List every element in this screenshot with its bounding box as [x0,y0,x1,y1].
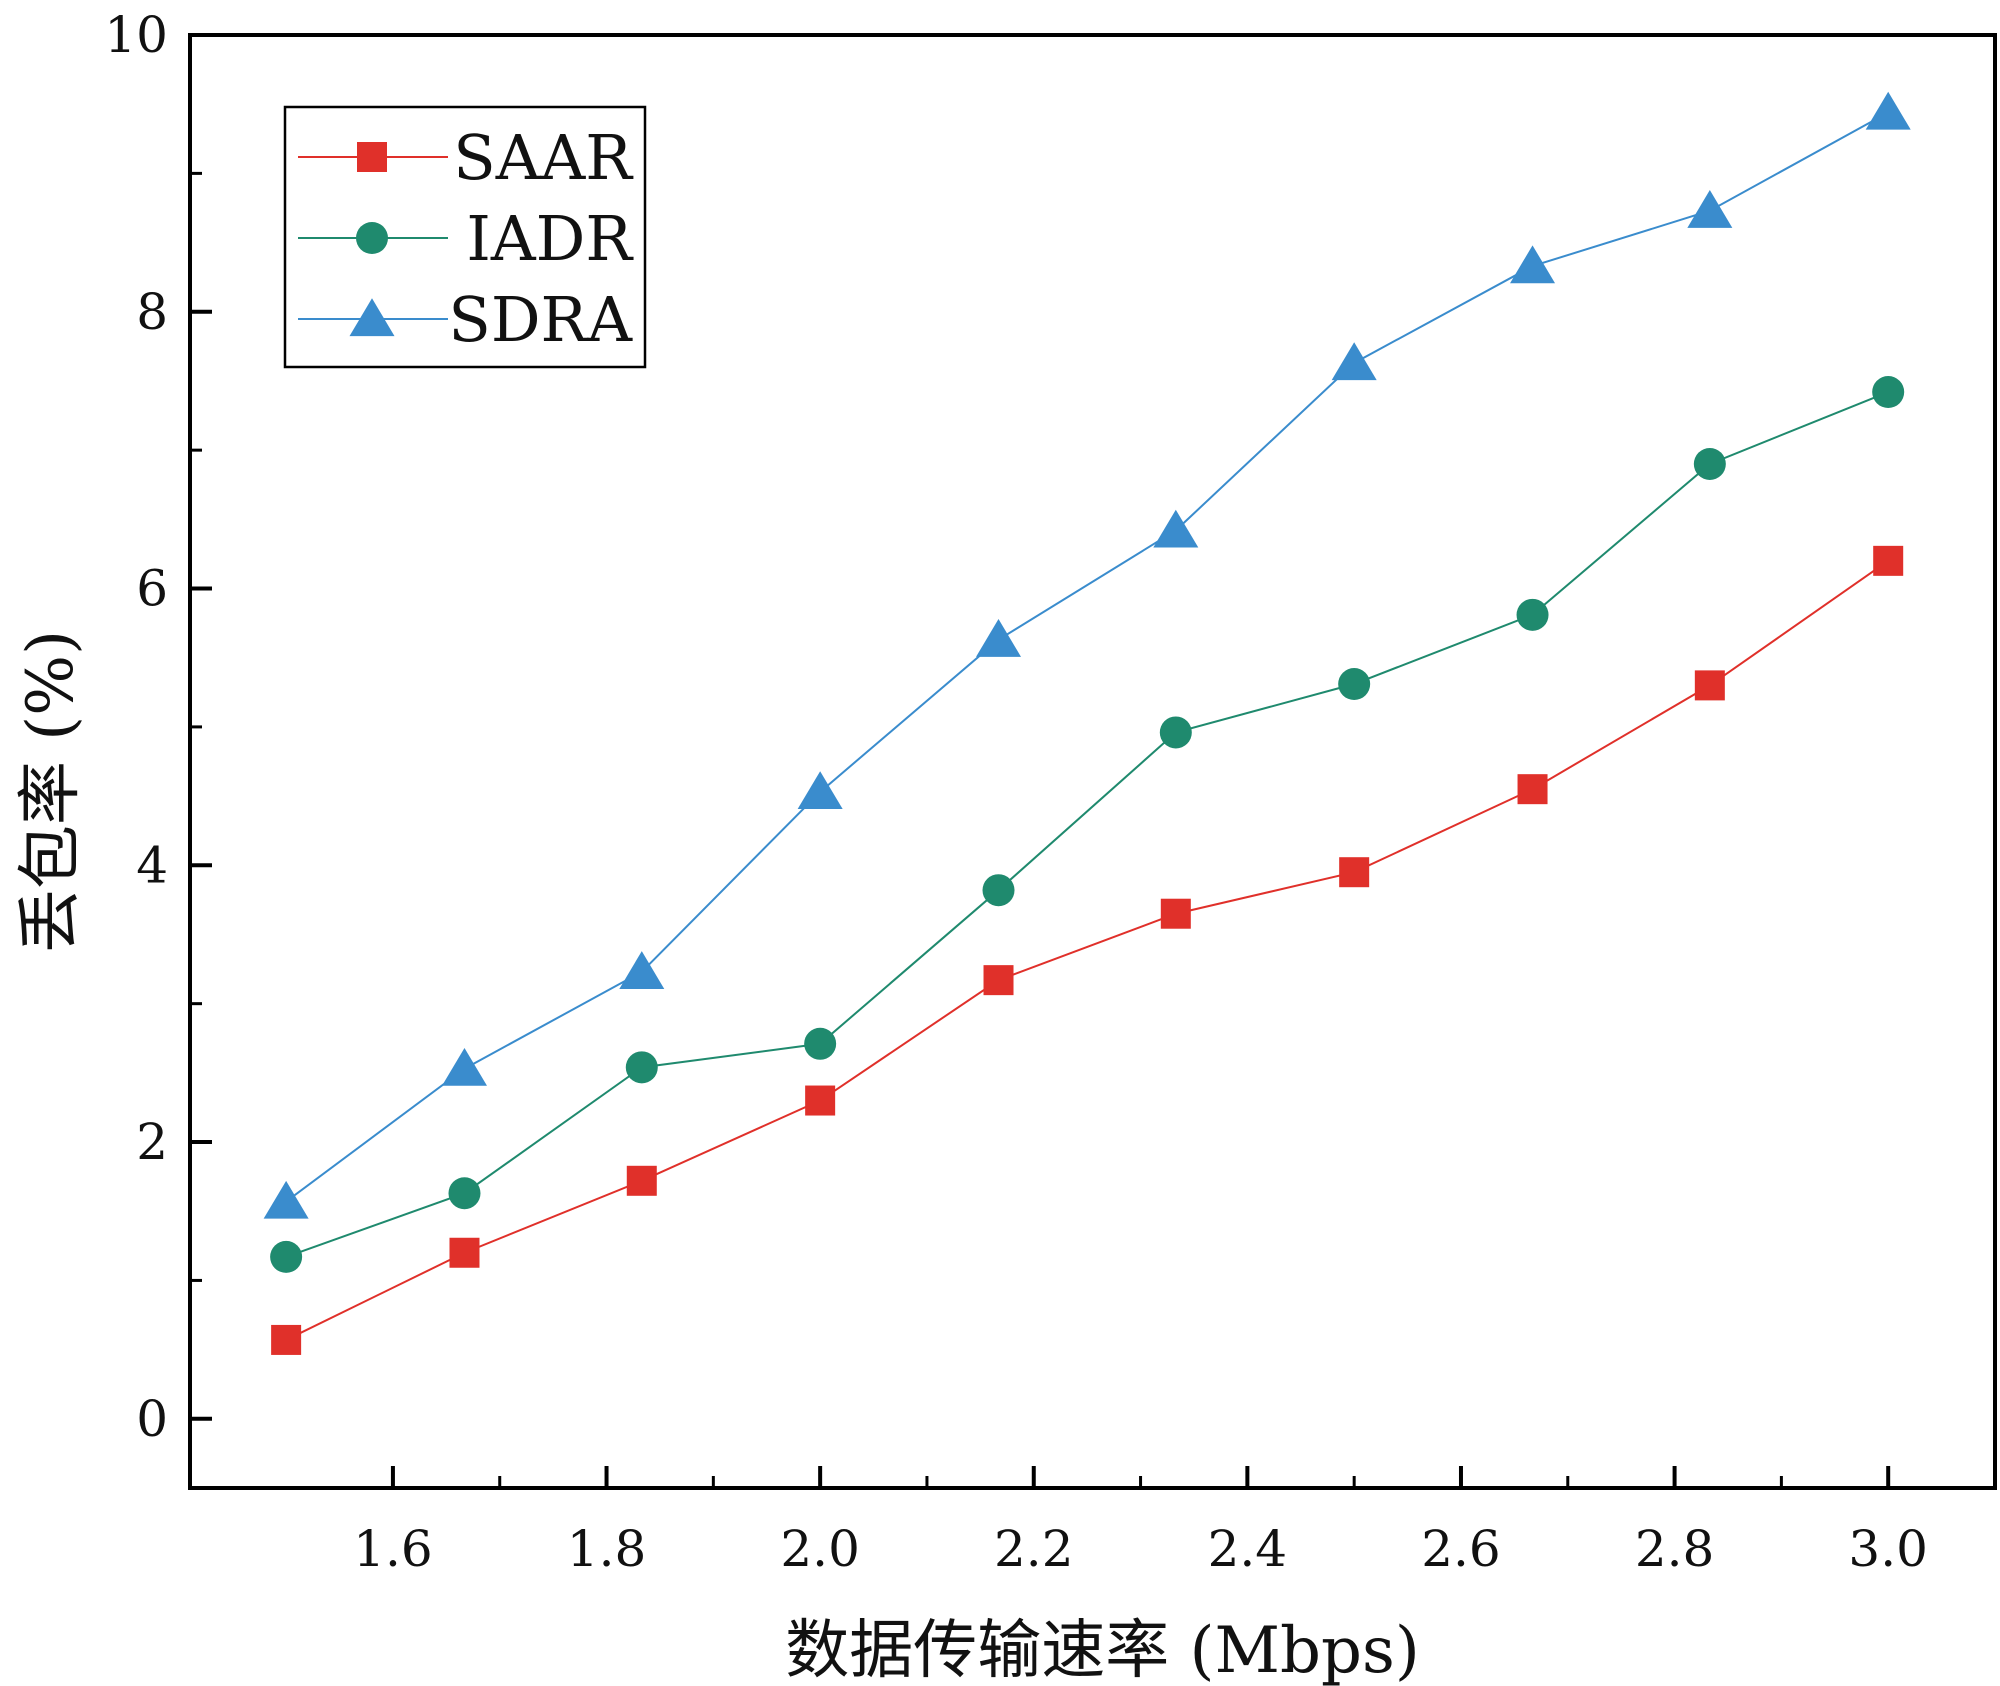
data-point-iadr [1872,376,1905,409]
series-layer [263,91,1911,1355]
data-point-saar [1694,670,1725,701]
data-point-sdra [1510,245,1556,284]
data-point-iadr [1693,447,1726,480]
data-point-iadr [1159,716,1192,749]
x-tick-label: 1.6 [353,1520,433,1578]
data-point-iadr [1338,668,1371,701]
x-tick-label: 2.2 [994,1520,1074,1578]
legend-marker-saar [357,142,387,172]
series-saar [271,545,1904,1355]
y-tick-label: 0 [136,1390,168,1448]
y-tick-label: 8 [136,283,168,341]
data-point-saar [449,1237,480,1268]
x-tick-label: 1.8 [567,1520,647,1578]
data-point-saar [983,965,1014,996]
data-point-iadr [804,1027,837,1060]
data-point-sdra [1687,190,1733,228]
data-point-sdra [797,771,843,810]
x-tick-label: 2.6 [1421,1520,1501,1578]
y-tick-label: 6 [136,560,168,618]
series-sdra [263,91,1911,1219]
legend-label-iadr: IADR [466,202,634,275]
data-point-sdra [441,1048,487,1086]
data-point-iadr [625,1051,658,1084]
data-point-iadr [1516,598,1549,631]
legend-label-saar: SAAR [453,121,634,194]
data-point-sdra [619,951,665,989]
series-line-sdra [285,111,1889,1203]
legend-marker-sdra [349,298,395,337]
legend-marker-iadr [356,222,388,254]
series-line-saar [285,560,1889,1341]
data-point-sdra [1865,91,1911,130]
series-iadr [270,376,1905,1273]
y-axis: 0 2 4 6 8 10 [104,6,212,1448]
x-tick-label: 3.0 [1848,1520,1928,1578]
data-point-iadr [448,1177,481,1210]
x-axis: 1.6 1.8 2.0 2.2 2.4 2.6 2.8 3.0 [353,1466,1928,1578]
data-point-saar [1517,774,1548,805]
y-tick-label: 4 [136,836,168,894]
data-point-saar [271,1324,302,1355]
y-axis-title: 丢包率 (%) [14,630,88,953]
x-axis-title: 数据传输速率 (Mbps) [785,1614,1420,1686]
data-point-saar [626,1165,657,1196]
x-tick-label: 2.4 [1208,1520,1288,1578]
plot-frame [188,33,1997,1490]
y-tick-label: 2 [136,1113,168,1171]
data-point-sdra [976,619,1022,657]
x-tick-label: 2.8 [1635,1520,1715,1578]
x-tick-label: 2.0 [780,1520,860,1578]
data-point-sdra [1153,509,1199,548]
data-point-saar [1160,898,1191,929]
data-point-iadr [270,1240,303,1273]
series-line-iadr [285,391,1889,1258]
data-point-iadr [982,874,1015,907]
data-point-saar [805,1085,836,1116]
data-point-saar [1873,545,1904,576]
data-point-saar [1339,857,1370,888]
data-point-sdra [1331,342,1377,381]
data-point-sdra [263,1180,309,1219]
y-tick-label: 10 [104,6,168,64]
legend: SAAR IADR SDRA [283,105,647,369]
legend-label-sdra: SDRA [448,283,633,356]
